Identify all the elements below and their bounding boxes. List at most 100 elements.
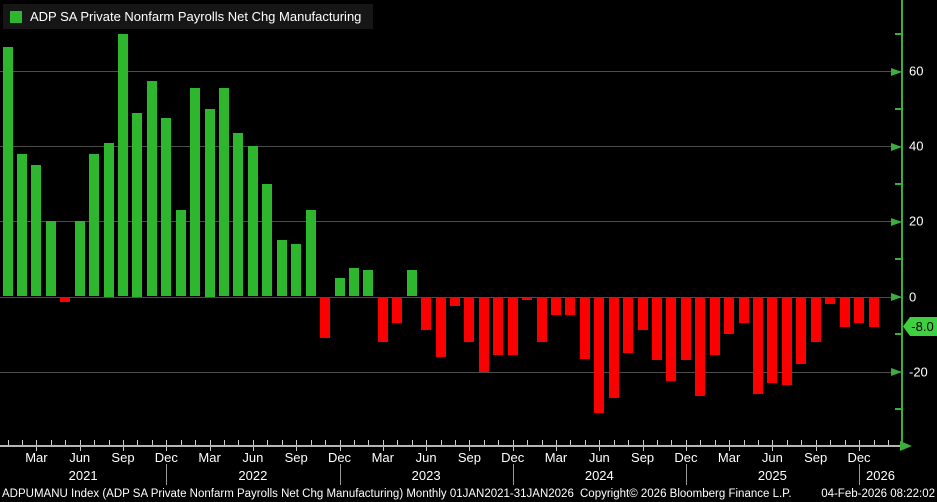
bar-aug-2023 bbox=[449, 296, 460, 306]
x-tick bbox=[584, 440, 586, 445]
x-tick bbox=[628, 440, 630, 445]
x-month-label: Jun bbox=[761, 450, 783, 465]
bar-may-2023 bbox=[406, 270, 417, 297]
x-tick bbox=[556, 440, 557, 445]
x-tick bbox=[454, 440, 456, 445]
x-tick bbox=[426, 440, 428, 445]
gridline bbox=[0, 371, 902, 373]
bar-oct-2025 bbox=[825, 296, 836, 304]
x-tick-minor bbox=[772, 447, 774, 451]
y-tick-arrow-icon bbox=[891, 217, 902, 226]
y-tick-arrow-icon bbox=[891, 293, 902, 301]
bar-jun-2025 bbox=[767, 296, 778, 383]
x-tick bbox=[267, 440, 269, 445]
x-tick bbox=[397, 440, 399, 445]
x-tick-minor bbox=[166, 447, 168, 451]
x-tick-minor bbox=[685, 447, 687, 451]
bar-jul-2023 bbox=[435, 296, 446, 357]
bar-dec-2025 bbox=[854, 296, 864, 323]
x-tick bbox=[94, 440, 96, 445]
x-year-label: 2022 bbox=[238, 468, 268, 483]
bar-may-2024 bbox=[579, 296, 590, 359]
x-axis-line bbox=[0, 445, 903, 447]
bar-sep-2024 bbox=[637, 296, 648, 331]
legend-item[interactable]: ADP SA Private Nonfarm Payrolls Net Chg … bbox=[3, 4, 374, 29]
bar-mar-2025 bbox=[724, 296, 735, 334]
x-tick-minor bbox=[642, 447, 644, 451]
plot-area[interactable]: 60 40 20 0 -20 Mar Jun Sep Dec Mar Jun Sep Dec Mar Jun… bbox=[0, 0, 937, 487]
bar-jan-2024 bbox=[522, 296, 533, 301]
bar-jul-2024 bbox=[608, 296, 619, 398]
x-month-label: Dec bbox=[154, 450, 178, 465]
bar-apr-2021 bbox=[45, 221, 56, 297]
bar-feb-2025 bbox=[709, 296, 720, 355]
last-value-tag: -8.0 bbox=[903, 317, 937, 336]
x-tick-minor bbox=[469, 447, 471, 451]
x-tick bbox=[151, 440, 153, 445]
x-tick bbox=[642, 440, 644, 445]
x-tick-minor bbox=[36, 447, 38, 451]
x-tick-minor bbox=[512, 447, 514, 451]
x-tick bbox=[296, 440, 298, 445]
x-tick-minor bbox=[209, 447, 211, 451]
x-tick bbox=[873, 440, 875, 445]
bar-mar-2024 bbox=[551, 296, 561, 316]
status-security-info: ADPUMANU Index (ADP SA Private Nonfarm P… bbox=[2, 488, 574, 500]
x-month-label: Dec bbox=[674, 450, 698, 465]
x-tick-minor bbox=[859, 447, 860, 451]
x-tick bbox=[859, 440, 860, 445]
x-tick bbox=[440, 440, 442, 445]
x-month-label: Dec bbox=[327, 450, 352, 465]
x-tick bbox=[786, 440, 788, 445]
x-tick-minor bbox=[556, 447, 557, 451]
x-tick bbox=[685, 440, 687, 445]
bar-oct-2022 bbox=[305, 210, 316, 297]
bar-feb-2021 bbox=[16, 153, 27, 297]
bar-nov-2022 bbox=[320, 296, 330, 338]
y-tick-arrow-icon bbox=[891, 368, 902, 377]
year-divider bbox=[685, 464, 687, 485]
x-tick bbox=[7, 440, 9, 445]
x-month-label: Mar bbox=[717, 450, 741, 465]
bar-nov-2024 bbox=[666, 296, 677, 381]
x-tick-minor bbox=[252, 447, 254, 451]
bar-nov-2021 bbox=[146, 80, 157, 297]
x-tick bbox=[613, 440, 615, 445]
x-tick bbox=[339, 440, 341, 445]
x-tick bbox=[700, 440, 702, 445]
bar-jul-2025 bbox=[781, 296, 792, 385]
y-tick-label: 0 bbox=[909, 289, 917, 304]
x-month-label: Sep bbox=[457, 450, 481, 465]
x-tick-minor bbox=[729, 447, 731, 451]
x-month-label: Dec bbox=[501, 450, 525, 465]
x-tick bbox=[599, 440, 601, 445]
bar-apr-2023 bbox=[392, 296, 403, 323]
x-tick bbox=[195, 440, 197, 445]
y-tick-arrow-icon bbox=[891, 67, 902, 76]
x-month-label: Sep bbox=[284, 450, 308, 465]
x-tick bbox=[79, 440, 81, 445]
x-month-label: Jun bbox=[588, 450, 610, 465]
x-tick bbox=[729, 440, 731, 445]
bar-jan-2021 bbox=[2, 46, 13, 297]
bar-apr-2025 bbox=[738, 296, 749, 323]
gridline bbox=[0, 71, 902, 73]
x-tick-minor bbox=[815, 447, 817, 451]
x-year-label: 2021 bbox=[68, 468, 98, 483]
x-month-label: Sep bbox=[111, 450, 135, 465]
status-bar: ADPUMANU Index (ADP SA Private Nonfarm P… bbox=[0, 487, 937, 502]
status-datetime: 04-Feb-2026 08:22:02 bbox=[821, 488, 935, 500]
x-month-label: Mar bbox=[544, 450, 568, 465]
series-swatch-icon bbox=[10, 10, 22, 23]
x-month-label: Jun bbox=[415, 450, 437, 465]
bar-apr-2022 bbox=[219, 88, 229, 297]
bar-jun-2023 bbox=[421, 296, 432, 331]
bar-apr-2024 bbox=[565, 296, 576, 316]
gridline bbox=[0, 221, 902, 223]
y-minor-tick bbox=[895, 408, 902, 411]
y-minor-tick bbox=[895, 257, 902, 260]
x-tick bbox=[657, 440, 658, 445]
bar-feb-2023 bbox=[363, 270, 374, 297]
bar-nov-2025 bbox=[839, 296, 850, 327]
